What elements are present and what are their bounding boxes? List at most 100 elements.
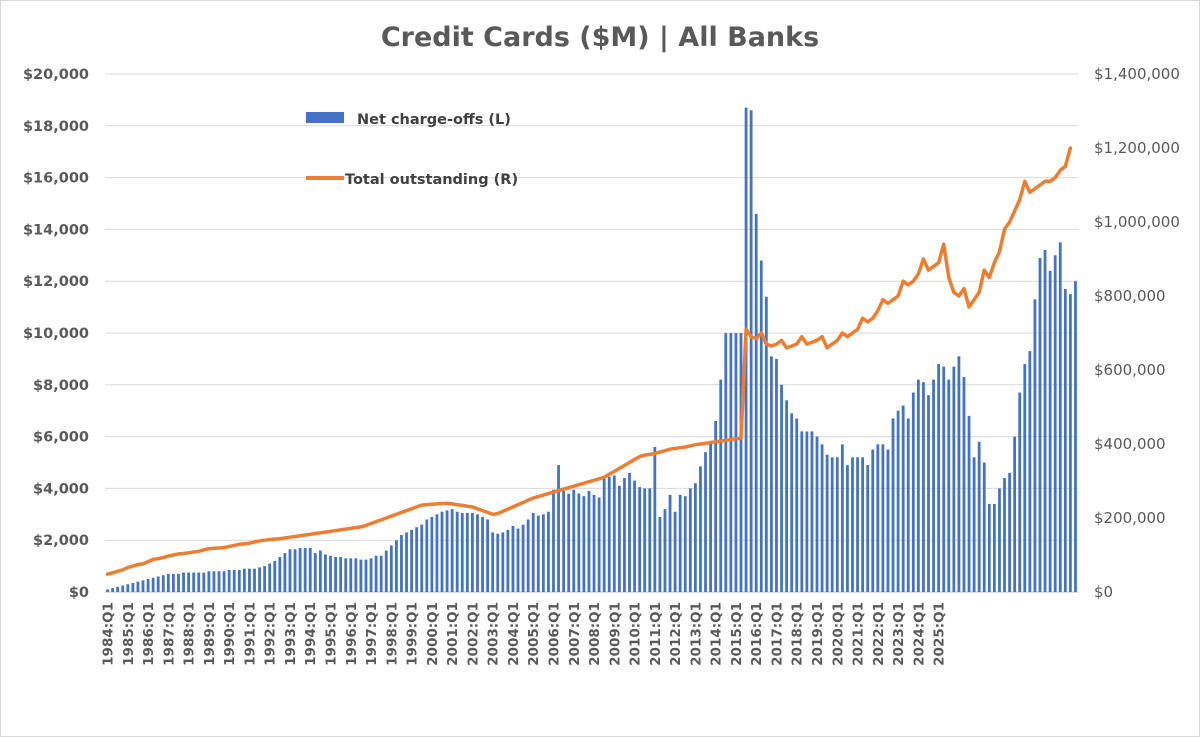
net-charge-off-bar bbox=[1028, 351, 1032, 592]
net-charge-off-bar bbox=[329, 555, 332, 592]
net-charge-off-bar bbox=[739, 333, 743, 592]
net-charge-off-bar bbox=[516, 528, 520, 592]
net-charge-off-bar bbox=[1003, 478, 1006, 592]
y-left-tick-label: $8,000 bbox=[33, 378, 89, 394]
net-charge-off-bar bbox=[212, 571, 216, 592]
net-charge-off-bar bbox=[359, 559, 363, 592]
y-left-tick-label: $16,000 bbox=[23, 171, 89, 187]
x-tick-label: 2017:Q1 bbox=[770, 602, 786, 666]
net-charge-off-bar bbox=[942, 366, 946, 592]
net-charge-off-bar bbox=[136, 581, 140, 592]
x-tick-label: 1997:Q1 bbox=[364, 602, 380, 666]
x-tick-label: 2016:Q1 bbox=[749, 602, 765, 666]
net-charge-off-bar bbox=[501, 532, 505, 592]
net-charge-off-bar bbox=[729, 333, 733, 592]
net-charge-off-bar bbox=[861, 457, 865, 592]
x-tick-label: 2002:Q1 bbox=[465, 602, 481, 666]
net-charge-off-bar bbox=[668, 494, 672, 592]
net-charge-off-bar bbox=[851, 457, 854, 592]
y-right-tick-label: $0 bbox=[1094, 583, 1113, 601]
net-charge-off-bar bbox=[982, 462, 986, 592]
net-charge-off-bar bbox=[384, 550, 388, 592]
x-tick-label: 2001:Q1 bbox=[445, 602, 461, 666]
net-charge-off-bar bbox=[1023, 364, 1027, 592]
x-tick-label: 2014:Q1 bbox=[709, 602, 725, 666]
y-left-tick-label: $12,000 bbox=[23, 274, 89, 290]
net-charge-off-bar bbox=[648, 488, 652, 592]
net-charge-off-bar bbox=[567, 493, 571, 592]
net-charge-off-bar bbox=[151, 577, 155, 592]
y-right-tick-label: $1,000,000 bbox=[1094, 213, 1180, 231]
net-charge-off-bar bbox=[273, 560, 277, 592]
net-charge-off-bar bbox=[379, 555, 383, 592]
net-charge-off-bar bbox=[1018, 392, 1022, 592]
net-charge-off-bar bbox=[623, 478, 626, 592]
x-tick-label: 2000:Q1 bbox=[425, 602, 441, 666]
net-charge-off-bar bbox=[582, 496, 586, 592]
net-charge-off-bar bbox=[825, 454, 829, 592]
net-charge-off-bar bbox=[693, 483, 697, 592]
net-charge-off-bar bbox=[876, 444, 880, 592]
net-charge-off-bar bbox=[835, 457, 839, 592]
net-charge-off-bar bbox=[177, 573, 180, 592]
x-tick-label: 1987:Q1 bbox=[161, 602, 177, 666]
x-tick-label: 2021:Q1 bbox=[851, 602, 867, 666]
net-charge-off-bar bbox=[405, 532, 408, 592]
net-charge-off-bar bbox=[156, 576, 160, 592]
legend-entry-total-outstanding: Total outstanding (R) bbox=[345, 172, 518, 188]
net-charge-off-bar bbox=[927, 395, 930, 592]
net-charge-off-bar bbox=[759, 260, 763, 592]
net-charge-off-bar bbox=[435, 514, 439, 592]
net-charge-off-bar bbox=[298, 547, 302, 592]
net-charge-off-bar bbox=[111, 588, 114, 592]
net-charge-off-bar bbox=[810, 431, 814, 592]
x-tick-label: 2015:Q1 bbox=[729, 602, 745, 666]
net-charge-off-bar bbox=[248, 568, 251, 592]
net-charge-off-bar bbox=[541, 514, 545, 592]
net-charge-off-bar bbox=[805, 431, 809, 592]
x-tick-label: 2009:Q1 bbox=[607, 602, 623, 666]
net-charge-off-bar bbox=[734, 333, 738, 592]
net-charge-off-bar bbox=[1058, 242, 1062, 592]
net-charge-off-bar bbox=[232, 569, 236, 592]
net-charge-off-bar bbox=[658, 516, 662, 592]
x-tick-label: 1994:Q1 bbox=[303, 602, 319, 666]
net-charge-off-bar bbox=[602, 478, 606, 592]
net-charge-off-bar bbox=[425, 519, 429, 592]
net-charge-off-bar bbox=[709, 441, 712, 592]
net-charge-off-bar bbox=[998, 488, 1001, 592]
net-charge-off-bar bbox=[780, 384, 783, 592]
chart-title: Credit Cards ($M) | All Banks bbox=[381, 22, 819, 53]
net-charge-off-bar bbox=[901, 405, 905, 592]
net-charge-off-bar bbox=[592, 494, 596, 592]
net-charge-off-bar bbox=[1063, 288, 1067, 592]
net-charge-off-bar bbox=[410, 529, 413, 592]
net-charge-off-bar bbox=[141, 580, 145, 592]
net-charge-off-bar bbox=[1053, 255, 1057, 593]
net-charge-off-bar bbox=[227, 569, 231, 592]
net-charge-off-bar bbox=[283, 553, 287, 592]
net-charge-off-bar bbox=[324, 554, 327, 592]
y-right-tick-label: $600,000 bbox=[1094, 361, 1166, 379]
net-charge-off-bar bbox=[957, 356, 961, 592]
x-tick-label: 2019:Q1 bbox=[810, 602, 826, 666]
net-charge-off-bar bbox=[192, 572, 196, 592]
net-charge-off-bar bbox=[146, 579, 150, 592]
net-charge-off-bar bbox=[866, 465, 870, 592]
x-tick-label: 1986:Q1 bbox=[141, 602, 157, 666]
x-tick-label: 1999:Q1 bbox=[405, 602, 421, 666]
x-tick-label: 1985:Q1 bbox=[121, 602, 137, 666]
net-charge-off-bar bbox=[947, 379, 951, 592]
net-charge-off-bar bbox=[587, 490, 591, 592]
net-charge-off-bar bbox=[967, 415, 971, 592]
net-charge-off-bar bbox=[572, 489, 576, 592]
x-tick-label: 1996:Q1 bbox=[344, 602, 360, 666]
net-charge-off-bar bbox=[131, 582, 135, 592]
net-charge-off-bar bbox=[911, 392, 915, 592]
net-charge-off-bar bbox=[202, 572, 206, 592]
y-right-tick-label: $800,000 bbox=[1094, 287, 1166, 305]
x-tick-label: 1992:Q1 bbox=[263, 602, 279, 666]
net-charge-off-bar bbox=[856, 457, 859, 592]
net-charge-off-bar bbox=[1033, 299, 1037, 592]
net-charge-off-bar bbox=[749, 110, 753, 592]
